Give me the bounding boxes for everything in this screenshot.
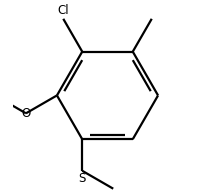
Text: S: S	[78, 172, 86, 185]
Text: O: O	[21, 107, 31, 120]
Text: Cl: Cl	[57, 4, 69, 17]
